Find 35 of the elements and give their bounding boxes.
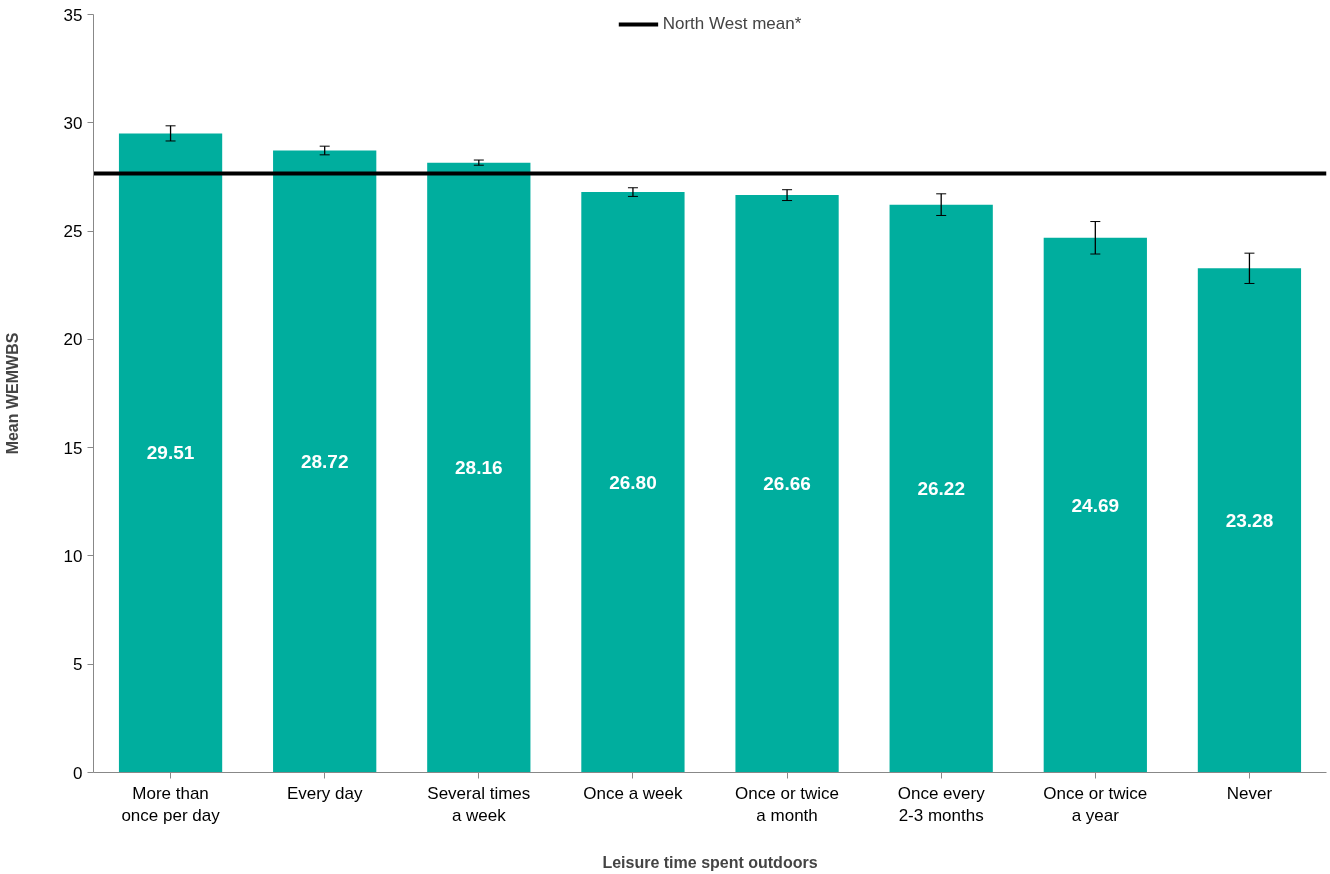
data-label: 26.66 [763, 473, 811, 495]
y-tick-label: 5 [73, 655, 83, 675]
y-tick-label: 20 [63, 330, 83, 350]
y-tick-label: 35 [63, 5, 83, 25]
legend-label: North West mean* [662, 14, 802, 34]
bar [889, 204, 993, 773]
x-tick-label: Never [1226, 783, 1273, 803]
x-tick-label: Once or twice a year [1043, 783, 1148, 826]
y-tick-label: 10 [63, 546, 83, 566]
data-label: 24.69 [1071, 494, 1120, 516]
bar [735, 195, 839, 773]
y-tick-label: 25 [63, 222, 83, 242]
data-label: 28.72 [300, 451, 349, 472]
x-tick-label: Once a week [583, 783, 684, 803]
x-tick-label: Once every 2-3 months [897, 783, 986, 826]
y-tick-label: 15 [63, 438, 83, 458]
x-tick-label: More than once per day [121, 783, 221, 826]
data-label: 26.22 [917, 478, 965, 500]
bar [118, 133, 223, 773]
y-tick-label: 0 [73, 763, 83, 783]
bar [1197, 268, 1302, 773]
x-axis-title: Leisure time spent outdoors [602, 854, 818, 872]
data-label: 26.80 [609, 471, 657, 493]
data-label: 28.16 [455, 457, 503, 479]
x-tick-label: Once or twice a month [735, 783, 840, 826]
x-tick-label: Several times a week [427, 783, 531, 826]
bar [273, 150, 377, 773]
y-axis-title: Mean WEMWBS [3, 332, 21, 455]
y-tick-label: 30 [63, 113, 83, 133]
data-label: 23.28 [1225, 509, 1274, 531]
bar [427, 162, 531, 773]
data-label: 29.51 [146, 442, 195, 464]
bar [581, 192, 685, 773]
bar [1043, 237, 1147, 773]
x-tick-label: Every day [286, 783, 363, 803]
